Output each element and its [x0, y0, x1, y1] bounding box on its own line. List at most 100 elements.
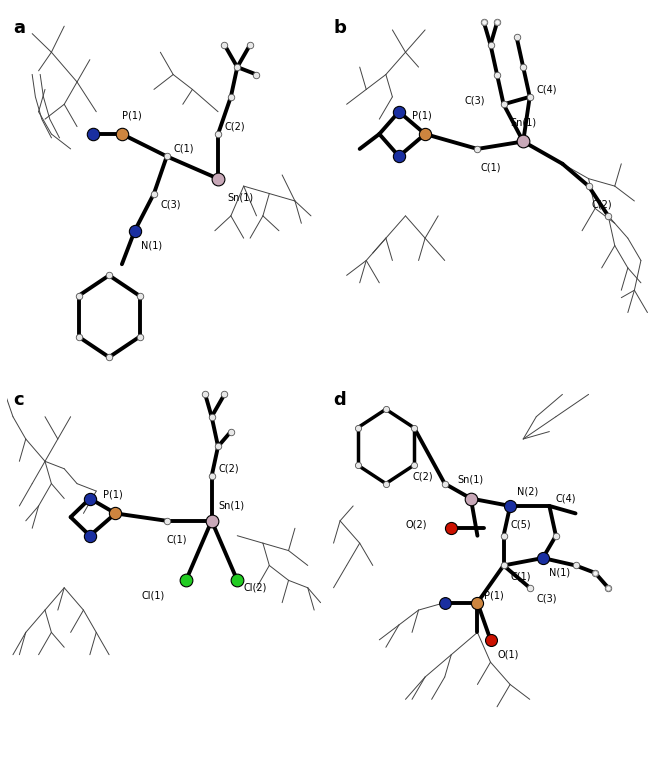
Point [88, 128, 98, 140]
Point [485, 39, 496, 51]
Text: O(2): O(2) [405, 520, 427, 530]
Point [104, 269, 114, 282]
Point [479, 17, 489, 29]
Point [446, 522, 456, 534]
Point [485, 634, 496, 646]
Point [207, 470, 217, 482]
Text: N(1): N(1) [549, 568, 570, 578]
Text: C(2): C(2) [412, 471, 433, 481]
Text: P(1): P(1) [484, 591, 504, 600]
Point [498, 530, 509, 542]
Point [511, 31, 522, 43]
Point [219, 39, 230, 51]
Point [420, 128, 430, 140]
Point [73, 290, 84, 302]
Text: Sn(1): Sn(1) [510, 118, 536, 128]
Point [116, 128, 127, 140]
Text: C(3): C(3) [536, 594, 557, 604]
Point [525, 581, 535, 594]
Point [603, 581, 613, 594]
Point [353, 459, 363, 471]
Point [353, 422, 363, 434]
Text: C(3): C(3) [160, 200, 181, 209]
Text: C(1): C(1) [481, 162, 501, 172]
Point [226, 91, 236, 103]
Point [492, 68, 502, 80]
Text: Cl(1): Cl(1) [141, 591, 164, 600]
Text: N(2): N(2) [517, 486, 538, 496]
Point [590, 567, 600, 579]
Text: C(5): C(5) [510, 520, 531, 530]
Point [492, 17, 502, 29]
Point [603, 581, 613, 594]
Point [409, 422, 419, 434]
Point [472, 143, 483, 155]
Point [394, 106, 404, 118]
Point [251, 68, 262, 80]
Point [551, 530, 561, 542]
Point [498, 98, 509, 110]
Point [226, 426, 236, 438]
Point [162, 515, 172, 527]
Text: N(1): N(1) [141, 241, 162, 250]
Text: Sn(1): Sn(1) [218, 501, 244, 511]
Point [104, 351, 114, 364]
Point [603, 209, 613, 222]
Text: b: b [334, 19, 347, 36]
Text: Sn(1): Sn(1) [458, 475, 484, 485]
Point [381, 403, 391, 415]
Text: C(2): C(2) [592, 200, 613, 209]
Point [200, 389, 211, 401]
Point [472, 597, 483, 609]
Point [381, 477, 391, 490]
Point [525, 91, 535, 103]
Text: C(1): C(1) [510, 572, 530, 581]
Point [232, 575, 243, 587]
Point [73, 331, 84, 343]
Point [129, 225, 140, 237]
Point [213, 128, 223, 140]
Point [394, 150, 404, 162]
Point [439, 477, 450, 490]
Point [181, 575, 191, 587]
Point [518, 135, 528, 147]
Text: C(2): C(2) [224, 121, 245, 131]
Point [134, 290, 145, 302]
Point [84, 530, 95, 542]
Text: C(4): C(4) [556, 493, 576, 503]
Point [245, 39, 255, 51]
Text: C(2): C(2) [218, 464, 239, 474]
Text: a: a [13, 19, 25, 36]
Point [570, 559, 581, 572]
Point [538, 552, 548, 564]
Point [219, 389, 230, 401]
Point [409, 459, 419, 471]
Point [583, 180, 594, 192]
Point [518, 61, 528, 73]
Text: Sn(1): Sn(1) [228, 192, 254, 202]
Point [479, 17, 489, 29]
Point [505, 500, 515, 512]
Text: P(1): P(1) [412, 111, 432, 121]
Text: C(1): C(1) [167, 534, 187, 544]
Point [162, 150, 172, 162]
Text: C(3): C(3) [464, 96, 485, 106]
Text: c: c [13, 391, 24, 408]
Point [232, 61, 243, 73]
Text: Cl(2): Cl(2) [244, 583, 267, 593]
Point [439, 597, 450, 609]
Text: P(1): P(1) [103, 490, 122, 499]
Point [466, 493, 476, 505]
Point [148, 187, 159, 200]
Point [590, 567, 600, 579]
Text: P(1): P(1) [122, 111, 142, 121]
Point [84, 493, 95, 505]
Text: d: d [334, 391, 346, 408]
Point [134, 331, 145, 343]
Text: C(1): C(1) [173, 144, 194, 154]
Point [492, 17, 502, 29]
Text: C(4): C(4) [536, 84, 557, 94]
Point [207, 411, 217, 423]
Point [213, 440, 223, 452]
Point [213, 172, 223, 184]
